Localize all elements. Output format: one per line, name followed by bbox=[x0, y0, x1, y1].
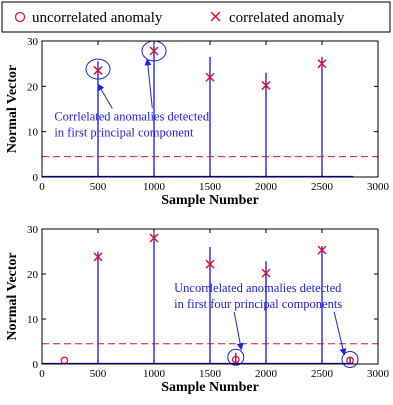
chart-0-x-tick-label: 2500 bbox=[311, 181, 334, 193]
legend-label-uncorrelated: uncorrelated anomaly bbox=[32, 10, 163, 26]
chart-0-correlated-anomaly-marker bbox=[317, 59, 327, 69]
chart-1-x-tick-label: 2500 bbox=[311, 368, 334, 380]
legend-label-correlated: correlated anomaly bbox=[229, 10, 345, 26]
chart-0-correlated-anomaly-marker bbox=[261, 80, 271, 90]
chart-0-highlight-ellipse bbox=[85, 58, 111, 80]
chart-1-uncorrelated-anomaly-marker bbox=[60, 356, 69, 365]
chart-0-x-tick-label: 1500 bbox=[199, 181, 222, 193]
legend-circle-icon bbox=[14, 11, 26, 23]
chart-0-x-axis-title: Sample Number bbox=[161, 193, 259, 208]
chart-1-correlated-anomaly-marker bbox=[149, 233, 159, 243]
chart-0-y-tick-label: 10 bbox=[27, 127, 39, 139]
chart-1-highlight-ellipse bbox=[341, 351, 359, 368]
chart-0-y-axis-title: Normal Vector bbox=[5, 65, 20, 153]
chart-1-marker-stroke bbox=[93, 252, 103, 262]
chart-1-correlated-anomaly-marker bbox=[261, 268, 271, 278]
chart-0-x-tick-label: 2000 bbox=[255, 181, 278, 193]
chart-1-x-tick-label: 3000 bbox=[367, 368, 390, 380]
chart-1-highlight-ellipse bbox=[227, 348, 245, 366]
chart-1-annotation-line: in first four principal components bbox=[174, 297, 342, 311]
chart-0-correlated-anomaly-marker bbox=[149, 46, 159, 56]
chart-0-marker-stroke bbox=[261, 80, 271, 90]
chart-1-y-tick-label: 30 bbox=[27, 224, 39, 236]
chart-0-correlated-anomaly-marker bbox=[205, 72, 215, 82]
chart-0-y-tick-label: 0 bbox=[33, 172, 39, 184]
legend: uncorrelated anomaly correlated anomaly bbox=[1, 1, 391, 33]
chart-0-annotation-arrow bbox=[144, 58, 153, 109]
chart-0-annotation-line: Corrlelated anomalies detected bbox=[54, 109, 210, 123]
chart-0-marker-stroke bbox=[93, 65, 103, 75]
legend-box bbox=[1, 1, 391, 33]
chart-1-correlated-anomaly-marker bbox=[93, 252, 103, 262]
bottom-plot: Uncorrlelated anomalies detected in first… bbox=[5, 224, 390, 395]
chart-1-annotation-arrow bbox=[333, 311, 347, 356]
chart-1-x-tick-label: 1000 bbox=[143, 368, 166, 380]
chart-0-y-tick-label: 30 bbox=[27, 36, 39, 48]
legend-x-icon bbox=[210, 11, 221, 22]
chart-0-x-tick-label: 3000 bbox=[367, 181, 390, 193]
chart-0-x-tick-label: 0 bbox=[39, 181, 45, 193]
chart-0-x-tick-label: 1000 bbox=[143, 181, 166, 193]
chart-1-correlated-anomaly-marker bbox=[317, 245, 327, 255]
chart-1-marker-stroke bbox=[261, 268, 271, 278]
chart-1-y-tick-label: 10 bbox=[27, 314, 39, 326]
chart-1-annotation-arrow bbox=[233, 311, 244, 351]
chart-1-marker-stroke bbox=[317, 245, 327, 255]
chart-1-marker-stroke bbox=[205, 259, 215, 269]
chart-0-marker-stroke bbox=[205, 72, 215, 82]
chart-1-y-tick-label: 20 bbox=[27, 269, 39, 281]
chart-1-x-tick-label: 500 bbox=[90, 368, 107, 380]
chart-1-y-tick-label: 0 bbox=[33, 359, 39, 371]
chart-1-marker-stroke bbox=[149, 233, 159, 243]
chart-1-x-axis-title: Sample Number bbox=[161, 380, 259, 395]
chart-0-x-tick-label: 500 bbox=[90, 181, 107, 193]
chart-0-annotation-arrow bbox=[97, 83, 113, 109]
chart-0-y-tick-label: 20 bbox=[27, 81, 39, 93]
chart-1-y-axis-title: Normal Vector bbox=[5, 252, 20, 340]
chart-1-uncorrelated-anomaly-marker bbox=[231, 355, 240, 364]
chart-0-marker-stroke bbox=[149, 46, 159, 56]
chart-0-annotation-line: in first principal component bbox=[54, 125, 194, 139]
chart-1-x-tick-label: 0 bbox=[39, 368, 45, 380]
chart-1-x-tick-label: 1500 bbox=[199, 368, 222, 380]
chart-1-x-tick-label: 2000 bbox=[255, 368, 278, 380]
chart-1-annotation-line: Uncorrlelated anomalies detected bbox=[174, 281, 342, 295]
top-plot: Corrlelated anomalies detected in first p… bbox=[5, 36, 390, 208]
chart-1-correlated-anomaly-marker bbox=[205, 259, 215, 269]
chart-0-correlated-anomaly-marker bbox=[93, 65, 103, 75]
chart-0-marker-stroke bbox=[317, 59, 327, 69]
